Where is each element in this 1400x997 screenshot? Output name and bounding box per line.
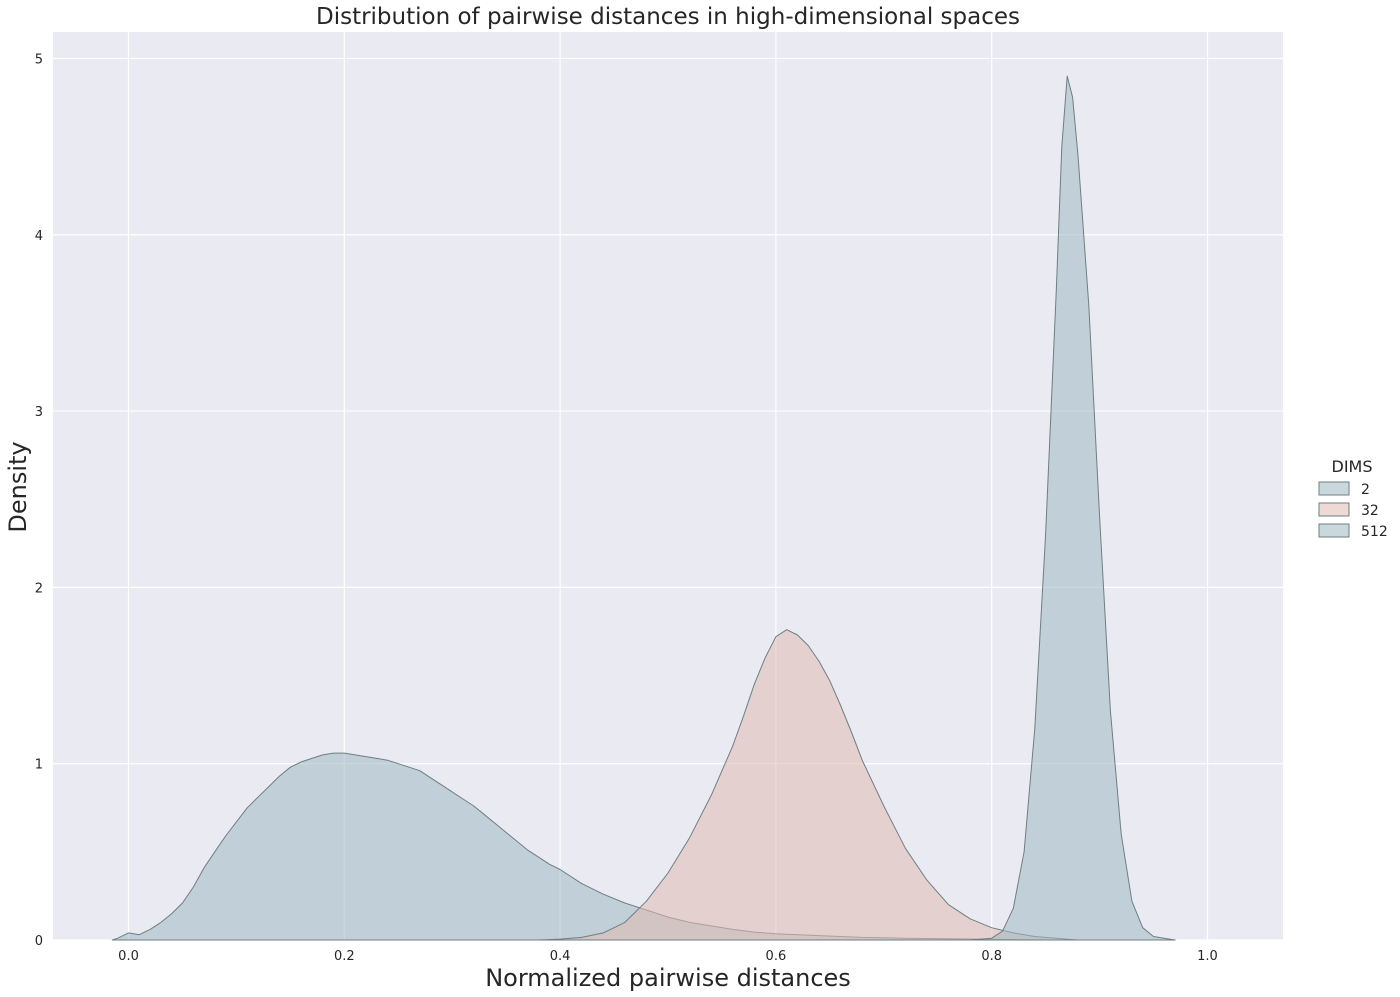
y-tick-label: 5: [35, 52, 43, 67]
legend-swatch-2: [1318, 481, 1350, 496]
tick-labels: 0.0 0.2 0.4 0.6 0.8 1.0 0 1 2 3 4 5: [35, 52, 1218, 964]
x-tick-label: 1.0: [1197, 949, 1218, 964]
legend-label-2: 2: [1361, 482, 1370, 498]
x-tick-label: 0.0: [118, 949, 139, 964]
x-tick-label: 0.6: [766, 949, 787, 964]
chart-title: Distribution of pairwise distances in hi…: [316, 4, 1020, 30]
series-area-32: [538, 629, 1079, 941]
x-tick-label: 0.4: [550, 949, 571, 964]
y-tick-label: 2: [35, 581, 43, 596]
legend-swatch-512: [1318, 523, 1350, 538]
series-area-512: [969, 75, 1176, 941]
x-axis-label: Normalized pairwise distances: [485, 964, 851, 992]
y-axis-label: Density: [4, 441, 32, 532]
legend-label-32: 32: [1361, 503, 1379, 519]
legend: DIMS 2 32 512: [1318, 457, 1388, 540]
y-tick-label: 0: [35, 934, 43, 949]
x-tick-label: 0.8: [981, 949, 1002, 964]
y-tick-label: 4: [35, 229, 43, 244]
y-tick-label: 3: [35, 405, 43, 420]
x-tick-label: 0.2: [334, 949, 355, 964]
legend-label-512: 512: [1361, 524, 1388, 540]
legend-swatch-32: [1318, 502, 1350, 517]
series-areas: [111, 75, 1176, 941]
legend-title: DIMS: [1332, 457, 1373, 476]
y-tick-label: 1: [35, 758, 43, 773]
